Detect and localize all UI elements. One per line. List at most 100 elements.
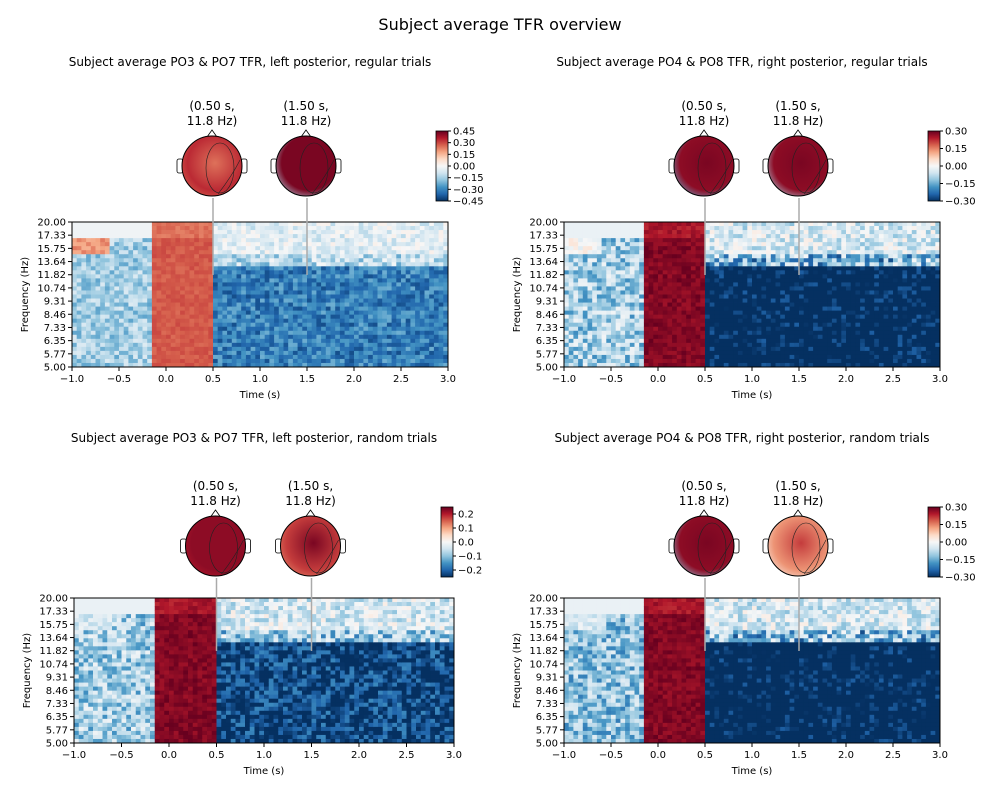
heatmap-cell <box>213 298 219 303</box>
heatmap-cell <box>260 230 266 235</box>
heatmap-cell <box>690 346 696 352</box>
heatmap-cell <box>606 242 612 247</box>
heatmap-cell <box>292 270 298 275</box>
heatmap-cell <box>137 330 143 336</box>
heatmap-cell <box>578 278 584 283</box>
heatmap-cell <box>615 278 621 283</box>
heatmap-cell <box>780 258 786 263</box>
heatmap-cell <box>433 322 439 328</box>
heatmap-cell <box>625 322 631 328</box>
heatmap-cell <box>634 362 640 368</box>
heatmap-cell <box>770 226 776 231</box>
heatmap-cell <box>386 230 392 235</box>
heatmap-cell <box>189 290 195 295</box>
heatmap-cell <box>198 250 204 255</box>
heatmap-cell <box>803 326 809 332</box>
heatmap-cell <box>250 326 256 332</box>
heatmap-cell <box>311 286 317 291</box>
heatmap-cell <box>391 222 397 227</box>
heatmap-cell <box>695 230 701 235</box>
heatmap-cell <box>260 354 266 360</box>
heatmap-cell <box>137 242 143 247</box>
heatmap-cell <box>184 338 190 344</box>
heatmap-cell <box>297 330 303 336</box>
heatmap-cell <box>151 278 157 283</box>
heatmap-cell <box>377 350 383 356</box>
heatmap-cell <box>302 282 308 287</box>
heatmap-cell <box>189 242 195 247</box>
heatmap-cell <box>766 226 772 231</box>
heatmap-cell <box>109 246 115 251</box>
heatmap-cell <box>297 282 303 287</box>
heatmap-cell <box>587 254 593 259</box>
heatmap-cell <box>311 230 317 235</box>
heatmap-cell <box>747 258 753 263</box>
heatmap-cell <box>799 286 805 291</box>
heatmap-cell <box>705 342 711 348</box>
heatmap-cell <box>255 322 261 328</box>
heatmap-cell <box>358 266 364 271</box>
heatmap-cell <box>236 346 242 352</box>
heatmap-cell <box>770 318 776 324</box>
heatmap-cell <box>794 230 800 235</box>
heatmap-cell <box>817 270 823 275</box>
colorbar-tick-label: −0.30 <box>453 185 484 196</box>
heatmap-cell <box>198 354 204 360</box>
heatmap-cell <box>142 294 148 299</box>
heatmap-cell <box>76 338 82 344</box>
heatmap-cell <box>415 314 421 320</box>
heatmap-cell <box>245 234 251 239</box>
heatmap-cell <box>156 334 162 340</box>
heatmap-cell <box>269 338 275 344</box>
heatmap-cell <box>245 334 251 340</box>
heatmap-cell <box>372 330 378 336</box>
heatmap-cell <box>564 270 570 275</box>
heatmap-cell <box>714 310 720 316</box>
heatmap-cell <box>316 350 322 356</box>
heatmap-cell <box>184 282 190 287</box>
heatmap-cell <box>686 238 692 243</box>
heatmap-cell <box>189 278 195 283</box>
heatmap-cell <box>358 306 364 312</box>
heatmap-cell <box>714 230 720 235</box>
heatmap-cell <box>147 254 153 259</box>
heatmap-cell <box>653 342 659 348</box>
heatmap-cell <box>377 338 383 344</box>
heatmap-cell <box>629 318 635 324</box>
heatmap-cell <box>307 342 313 348</box>
heatmap-cell <box>283 254 289 259</box>
heatmap-cell <box>354 342 360 348</box>
heatmap-cell <box>231 234 237 239</box>
heatmap-cell <box>203 342 209 348</box>
heatmap-cell <box>217 290 223 295</box>
heatmap-cell <box>95 278 101 283</box>
heatmap-cell <box>770 354 776 360</box>
heatmap-cell <box>429 346 435 352</box>
heatmap-cell <box>784 238 790 243</box>
heatmap-cell <box>766 278 772 283</box>
heatmap-cell <box>799 334 805 340</box>
heatmap-cell <box>264 278 270 283</box>
panel-title: Subject average PO4 & PO8 TFR, right pos… <box>556 55 927 69</box>
heatmap-cell <box>733 230 739 235</box>
heatmap-cell <box>606 234 612 239</box>
heatmap-cell <box>653 302 659 307</box>
heatmap-cell <box>737 326 743 332</box>
heatmap-cell <box>208 306 214 312</box>
heatmap-cell <box>582 322 588 328</box>
heatmap-cell <box>709 262 715 267</box>
heatmap-cell <box>236 226 242 231</box>
heatmap-cell <box>386 302 392 307</box>
heatmap-cell <box>705 358 711 364</box>
heatmap-cell <box>742 254 748 259</box>
y-tick-label: 8.46 <box>44 310 66 321</box>
heatmap-cell <box>278 258 284 263</box>
heatmap-cell <box>278 326 284 332</box>
heatmap-cell <box>419 358 425 364</box>
heatmap-cell <box>194 346 200 352</box>
heatmap-cell <box>629 278 635 283</box>
heatmap-cell <box>742 354 748 360</box>
heatmap-cell <box>653 234 659 239</box>
heatmap-cell <box>822 238 828 243</box>
heatmap-cell <box>104 250 110 255</box>
